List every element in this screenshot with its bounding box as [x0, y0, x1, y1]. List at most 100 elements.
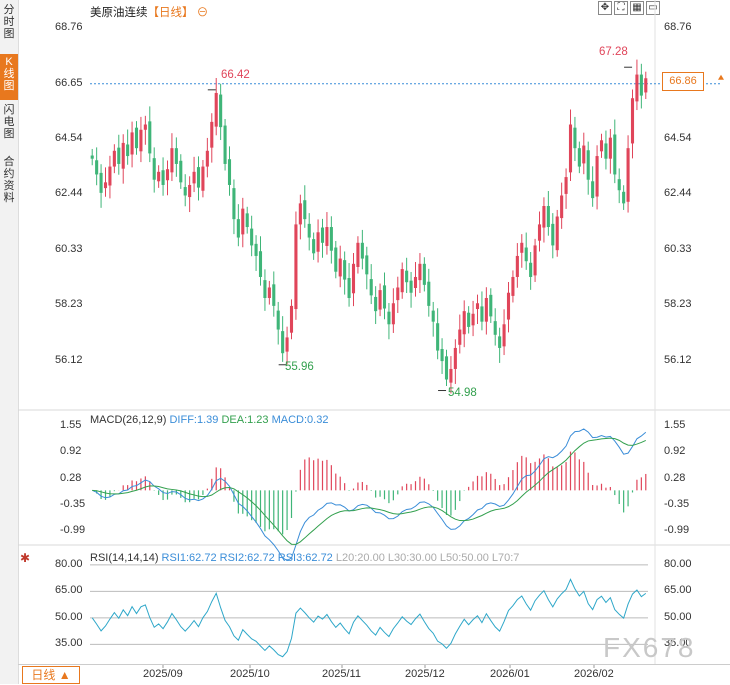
sidebar-tab-char: 电: [3, 116, 15, 128]
candle-body: [608, 137, 612, 159]
candle-body: [338, 258, 342, 277]
candle-body: [139, 129, 143, 152]
candle-body: [250, 228, 254, 246]
candle-body: [484, 298, 488, 322]
macd-tick-left: 0.92: [60, 445, 82, 458]
fullscreen-icon[interactable]: ⛶: [614, 1, 628, 15]
candle-body: [475, 303, 480, 310]
l30-value: L30:30.00: [387, 552, 437, 564]
candle-body: [126, 144, 130, 157]
sidebar-tab-char: K: [5, 56, 13, 68]
price-tick-right: 62.44: [664, 187, 692, 200]
candle-body: [418, 263, 422, 281]
candle-body: [143, 124, 147, 130]
candle-body: [639, 74, 643, 96]
time-axis-bar: [18, 664, 730, 685]
candle-body: [263, 280, 267, 298]
period-button[interactable]: 日线 ▲: [22, 666, 80, 684]
tab-flash[interactable]: 闪电图: [0, 104, 18, 140]
candle-body: [196, 167, 201, 188]
time-axis-label: 2025/10: [230, 668, 270, 680]
candle-body: [369, 279, 373, 296]
peak-label: 66.42: [221, 69, 250, 81]
candle-body: [281, 331, 285, 354]
candle-body: [223, 125, 227, 164]
l20-value: L20:20.00: [335, 552, 385, 564]
candle-body: [219, 94, 223, 128]
candle-body: [232, 188, 236, 220]
candle-body: [489, 294, 493, 317]
tab-timeshare[interactable]: 分时图: [0, 4, 18, 40]
candle-body: [227, 159, 232, 185]
macd-tick-left: 1.55: [60, 419, 82, 432]
candle-body: [546, 206, 550, 228]
rsi-tick-right: 80.00: [664, 557, 692, 570]
candle-body: [360, 242, 364, 259]
add-indicator-icon[interactable]: ⊖: [196, 7, 209, 19]
time-axis-label: 2025/09: [143, 668, 183, 680]
candle-body: [520, 242, 524, 253]
price-tick-right: 58.23: [664, 298, 692, 311]
candle-body: [303, 200, 307, 220]
candle-body: [205, 150, 209, 167]
candle-body: [617, 179, 621, 191]
sidebar-tab-char: 闪: [3, 104, 15, 116]
sidebar-toggle-icon[interactable]: ▦: [630, 1, 644, 15]
low1-label: 55.96: [285, 361, 314, 373]
price-tick-left: 66.65: [55, 76, 83, 89]
candle-body: [498, 336, 502, 348]
price-tick-right: 60.33: [664, 242, 692, 255]
candle-body: [502, 324, 506, 347]
macd-tick-left: -0.99: [60, 524, 86, 537]
macd-tick-left: 0.28: [60, 471, 82, 484]
candle-body: [515, 255, 519, 277]
window-icon[interactable]: ▭: [646, 1, 660, 15]
candle-body: [382, 285, 387, 309]
macd-diff-value: DIFF:1.39: [169, 414, 219, 426]
candle-body: [276, 310, 280, 330]
settings-icon[interactable]: ✱: [20, 551, 31, 565]
candle-body: [644, 78, 648, 93]
candle-body: [121, 142, 125, 169]
tab-contract-info[interactable]: 合约资料: [0, 156, 18, 204]
candle-body: [325, 227, 329, 246]
expand-icon[interactable]: ✥: [598, 1, 612, 15]
candle-body: [236, 219, 240, 238]
candle-body: [272, 284, 276, 306]
candle-body: [568, 124, 573, 173]
candle-body: [529, 262, 533, 277]
watermark: FX678: [603, 632, 696, 663]
candle-body: [405, 270, 409, 283]
rsi2-value: RSI2:62.72: [219, 552, 275, 564]
candle-body: [422, 263, 426, 285]
candle-body: [183, 187, 187, 196]
candle-body: [537, 224, 542, 241]
candle-body: [480, 306, 484, 322]
candle-body: [577, 148, 581, 167]
macd-dea-value: DEA:1.23: [221, 414, 269, 426]
candle-body: [533, 245, 537, 276]
candle-body: [316, 232, 320, 252]
rsi-header: RSI(14,14,14) RSI1:62.72 RSI2:62.72 RSI3…: [90, 552, 519, 564]
candle-body: [170, 148, 174, 173]
candle-body: [312, 239, 316, 254]
candle-body: [112, 150, 116, 167]
candle-body: [560, 195, 564, 219]
last-price-badge: 66.86: [662, 72, 704, 91]
candle-body: [467, 312, 471, 327]
rsi3-value: RSI3:62.72: [277, 552, 333, 564]
candle-body: [604, 143, 608, 159]
macd-title: MACD(26,12,9): [90, 414, 167, 426]
macd-diff-line: [92, 428, 647, 562]
candle-body: [95, 160, 99, 175]
sidebar-tab-char: 合: [3, 156, 15, 168]
candle-body: [192, 171, 196, 184]
candle-body: [626, 148, 630, 202]
candle-body: [573, 127, 577, 149]
sidebar-tab-char: 图: [3, 80, 15, 92]
candle-body: [591, 181, 595, 199]
candle-body: [542, 206, 546, 228]
